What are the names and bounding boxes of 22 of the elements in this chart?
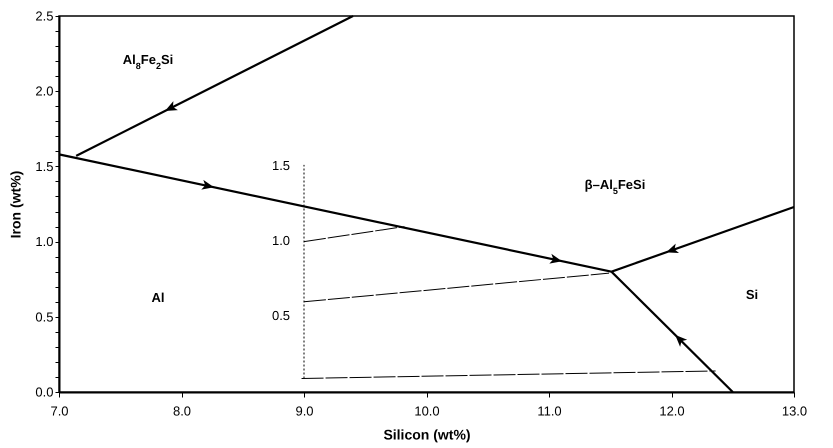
x-tick-label: 13.0 [782,404,808,418]
annotation: 1.5 [272,158,290,173]
y-axis-title: Iron (wt%) [7,170,24,238]
annotation: β–Al$_{5}$FeSi [584,177,646,196]
x-axis-title: Silicon (wt%) [383,426,471,442]
x-tick-label: 11.0 [537,404,562,418]
x-tick-label: 10.0 [414,404,440,418]
y-tick-label: 0.0 [35,384,54,400]
annotation: Al$_{8}$Fe$_{2}$Si [122,52,174,71]
y-tick-label: 0.5 [35,309,54,324]
annotation: 0.5 [272,308,290,323]
y-tick-label: 1.0 [35,234,54,250]
annotation: 1.0 [272,233,290,248]
annotation: Si [746,287,758,302]
y-tick-label: 1.5 [35,158,54,174]
x-tick-label: 9.0 [295,404,314,418]
y-tick-label: 2.0 [35,84,54,99]
y-tick-label: 2.5 [35,8,54,24]
x-tick-label: 12.0 [659,404,685,418]
annotation: Al [152,290,164,305]
x-tick-label: 7.0 [50,404,69,418]
x-tick-label: 8.0 [172,404,192,418]
